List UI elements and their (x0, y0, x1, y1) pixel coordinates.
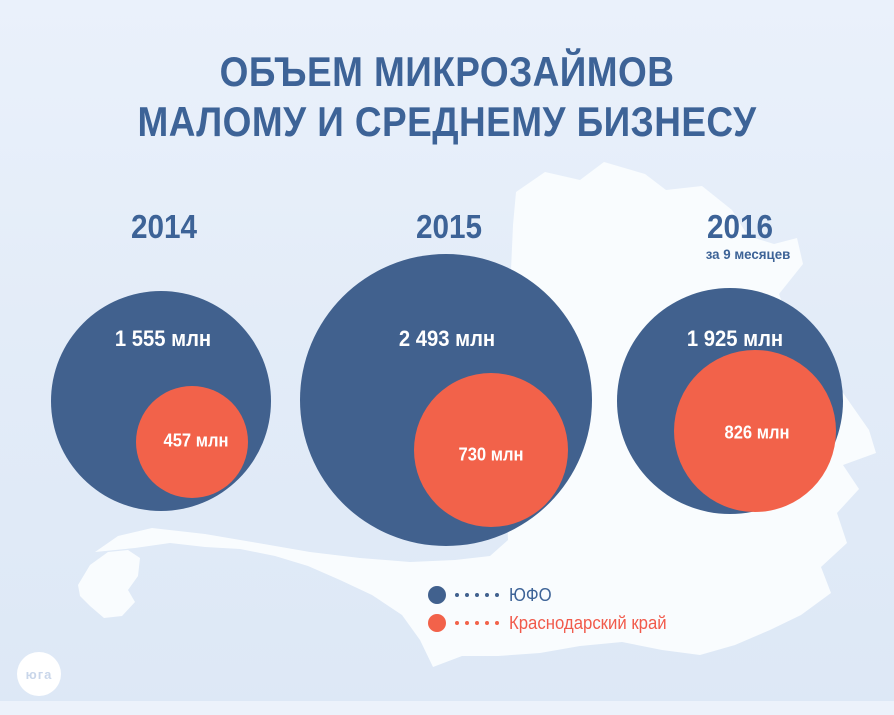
map-crimea-path (78, 550, 140, 618)
year-label-2015: 2015 (415, 208, 483, 245)
yuga-logo-text: юга (25, 666, 53, 682)
legend-dotted-line-krasnodar (455, 621, 499, 625)
legend: ЮФО Краснодарский край (428, 584, 679, 633)
value-krasnodar-2015: 730 млн (458, 444, 524, 465)
page-title: ОБЪЕМ МИКРОЗАЙМОВ МАЛОМУ И СРЕДНЕМУ БИЗН… (54, 47, 841, 147)
legend-marker-krasnodar (428, 614, 446, 632)
value-krasnodar-2016: 826 млн (724, 422, 790, 443)
year-note-2016: за 9 месяцев (705, 246, 791, 262)
value-yufo-2016: 1 925 млн (686, 326, 784, 351)
map-mainland-path (95, 162, 876, 667)
yuga-logo: юга (17, 652, 61, 696)
bubble-krasnodar-2016 (674, 350, 836, 512)
year-label-2016: 2016 (706, 208, 774, 245)
legend-row-yufo: ЮФО (428, 584, 679, 605)
value-yufo-2014: 1 555 млн (114, 326, 212, 351)
legend-marker-yufo (428, 586, 446, 604)
legend-label-krasnodar: Краснодарский край (509, 612, 667, 633)
legend-dotted-line-yufo (455, 593, 499, 597)
page-title-line1: ОБЪЕМ МИКРОЗАЙМОВ (219, 48, 675, 95)
page-title-line2: МАЛОМУ И СРЕДНЕМУ БИЗНЕСУ (137, 98, 757, 145)
year-label-2014: 2014 (130, 208, 198, 245)
value-yufo-2015: 2 493 млн (398, 326, 496, 351)
bubble-krasnodar-2014 (136, 386, 248, 498)
bubble-krasnodar-2015 (414, 373, 568, 527)
footer-strip (0, 701, 894, 715)
value-krasnodar-2014: 457 млн (163, 430, 229, 451)
legend-label-yufo: ЮФО (509, 584, 552, 605)
legend-row-krasnodar: Краснодарский край (428, 612, 679, 633)
